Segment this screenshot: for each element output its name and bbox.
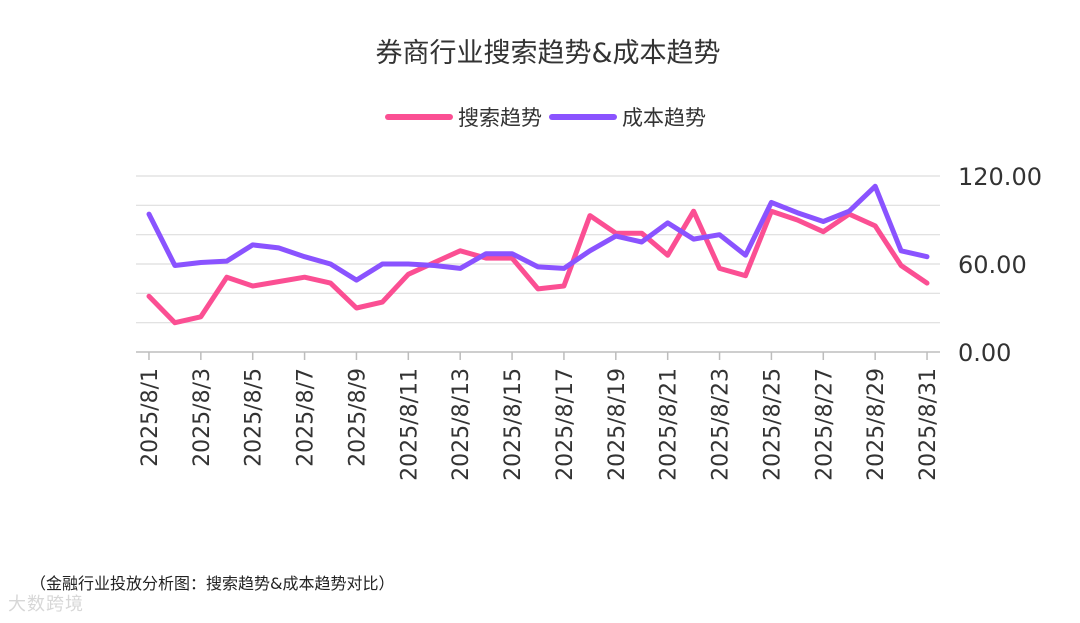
x-tick-label: 2025/8/31 (916, 368, 941, 481)
x-tick-label: 2025/8/17 (553, 368, 578, 481)
x-tick-label: 2025/8/5 (242, 368, 267, 467)
x-tick-label: 2025/8/27 (812, 368, 837, 481)
series-lines (146, 183, 930, 326)
watermark: 大数跨境 (8, 594, 84, 615)
x-axis: 2025/8/1 2025/8/3 2025/8/5 2025/8/7 2025/8/9… (138, 352, 941, 481)
x-tick-label: 2025/8/13 (449, 368, 474, 481)
chart-caption: （金融行业投放分析图：搜索趋势&成本趋势对比） (30, 574, 395, 593)
legend-label-cost: 成本趋势 (622, 106, 706, 130)
y-tick-label: 0.00 (958, 339, 1011, 367)
x-tick-label: 2025/8/15 (501, 368, 526, 481)
series-line-search (146, 208, 930, 326)
x-tick-label: 2025/8/19 (605, 368, 630, 481)
x-tick-label: 2025/8/7 (294, 368, 319, 467)
y-tick-label: 60.00 (958, 251, 1027, 279)
y-tick-label: 120.00 (958, 163, 1042, 191)
series-line-cost (146, 183, 930, 283)
y-axis: 0.00 60.00 120.00 (958, 163, 1042, 367)
x-tick-label: 2025/8/9 (345, 368, 370, 467)
x-tick-label: 2025/8/1 (138, 368, 163, 467)
gridlines (136, 175, 940, 353)
x-tick-label: 2025/8/11 (397, 368, 422, 481)
x-tick-label: 2025/8/3 (190, 368, 215, 467)
legend: 搜索趋势 成本趋势 (385, 106, 706, 130)
x-tick-label: 2025/8/29 (864, 368, 889, 481)
chart-title: 券商行业搜索趋势&成本趋势 (375, 38, 720, 69)
x-tick-label: 2025/8/23 (709, 368, 734, 481)
x-tick-label: 2025/8/21 (657, 368, 682, 481)
x-tick-label: 2025/8/25 (760, 368, 785, 481)
legend-label-search: 搜索趋势 (458, 106, 542, 130)
